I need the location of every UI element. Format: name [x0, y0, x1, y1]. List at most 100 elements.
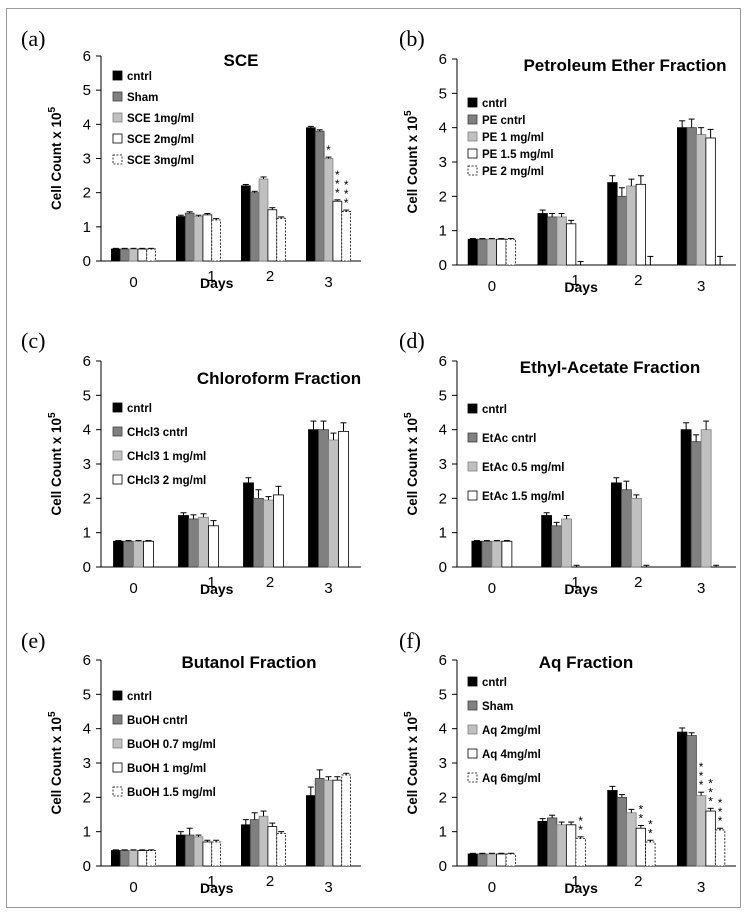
legend-swatch-c-1: [112, 426, 123, 437]
legend-label-d-0: cntrl: [482, 404, 507, 416]
legend-swatch-f-1: [467, 700, 478, 711]
bar-e-4-0: [146, 850, 156, 867]
x-axis-label-d: Days: [564, 581, 598, 597]
legend-label-f-2: Aq 2mg/ml: [482, 725, 541, 737]
y-axis-label-exponent-b: 5: [403, 110, 414, 116]
y-axis-label-exponent-e: 5: [47, 711, 58, 717]
bar-c-2-0: [133, 540, 144, 568]
significance-star-f-5: *: [718, 814, 723, 828]
x-tick-label-c-0: 0: [129, 580, 137, 597]
significance-star-a-1: *: [335, 186, 340, 200]
significance-f-1: * *: [639, 802, 644, 825]
legend-label-f-4: Aq 6mg/ml: [482, 773, 541, 785]
significance-f-2: * *: [648, 817, 653, 840]
bar-c-0-2: [243, 482, 254, 568]
legend-label-e-2: BuOH 0.7 mg/ml: [127, 739, 216, 751]
bar-c-3-0: [143, 540, 154, 568]
y-tick-label-f: 3: [439, 755, 447, 772]
bar-c-2-3: [328, 439, 339, 568]
y-axis-label-d: Cell Count x 105: [403, 412, 420, 516]
legend-label-d-1: EtAc cntrl: [482, 433, 536, 445]
bar-c-3-1: [208, 525, 219, 568]
x-tick-label-a-1: 1: [207, 268, 215, 285]
bar-e-1-3: [314, 778, 325, 867]
legend-label-b-2: PE 1 mg/ml: [482, 132, 544, 144]
significance-a-0: *: [326, 143, 331, 157]
x-tick-label-f-3: 3: [697, 879, 705, 896]
bar-a-4-2: [276, 217, 287, 262]
significance-star-f-0: *: [578, 823, 583, 837]
y-axis-label-exponent-c: 5: [47, 412, 58, 418]
bar-f-4-1: [575, 838, 586, 867]
bar-a-2-3: [323, 158, 334, 262]
significance-star-f-2: *: [648, 817, 653, 831]
legend-swatch-c-3: [112, 474, 123, 485]
bar-f-2-2: [626, 812, 637, 867]
legend-swatch-e-4: [112, 786, 123, 797]
chart-title-a: SCE: [224, 51, 259, 70]
bar-d-1-2: [620, 489, 632, 568]
chart-title-f: Aq Fraction: [539, 653, 633, 672]
legend-swatch-d-0: [467, 403, 478, 414]
legend-label-b-3: PE 1.5 mg/ml: [482, 149, 554, 161]
bar-d-0-1: [541, 515, 553, 568]
bar-e-2-3: [323, 779, 334, 867]
bar-b-3-0: [496, 238, 507, 266]
bar-b-0-1: [537, 213, 548, 266]
bar-f-1-3: [686, 735, 697, 867]
legend-label-c-1: CHcl3 cntrl: [127, 427, 188, 439]
legend-label-b-0: cntrl: [482, 98, 507, 110]
bar-c-0-0: [113, 540, 124, 568]
chart-title-c: Chloroform Fraction: [197, 369, 361, 388]
y-tick-label-c: 1: [83, 525, 91, 542]
bar-e-2-1: [193, 836, 204, 867]
y-tick-label-f: 5: [439, 686, 447, 703]
x-tick-label-f-2: 2: [634, 873, 642, 890]
x-axis-label-c: Days: [200, 581, 234, 597]
bar-a-0-2: [240, 185, 251, 262]
significance-star-f-1: *: [639, 811, 644, 825]
bar-c-2-1: [198, 516, 209, 568]
x-tick-label-e-2: 2: [266, 873, 274, 890]
bar-c-0-1: [178, 515, 189, 568]
legend-label-e-0: cntrl: [127, 691, 152, 703]
x-tick-label-d-1: 1: [571, 574, 579, 591]
significance-star-f-3: *: [699, 778, 704, 792]
legend-label-f-0: cntrl: [482, 677, 507, 689]
bar-b-1-3: [686, 127, 697, 266]
bar-d-1-3: [690, 441, 702, 568]
bar-d-2-1: [561, 518, 573, 568]
bar-e-3-2: [267, 826, 278, 867]
y-axis-label-b: Cell Count x 105: [403, 110, 420, 214]
x-axis-label-e: Days: [200, 880, 234, 896]
y-tick-label-b: 5: [439, 85, 447, 102]
bar-a-2-1: [193, 216, 204, 262]
bar-f-4-3: [714, 829, 726, 867]
bar-f-3-0: [496, 853, 507, 867]
legend-swatch-d-2: [467, 461, 478, 472]
x-axis-label-b: Days: [564, 279, 598, 295]
y-tick-label-d: 4: [439, 422, 447, 439]
legend-label-c-3: CHcl3 2 mg/ml: [127, 475, 206, 487]
bar-e-0-0: [111, 850, 121, 867]
significance-star-f-5: *: [718, 796, 723, 810]
chart-b: (b) Petroleum Ether Fraction 0 1 2 3 4 5 6 Cell C…: [399, 26, 736, 295]
bar-b-3-2: [635, 183, 647, 266]
panel-label-c: (c): [21, 328, 45, 353]
y-tick-label-e: 2: [83, 789, 91, 806]
y-tick-label-a: 6: [83, 48, 91, 65]
legend-label-d-3: EtAc 1.5 mg/ml: [482, 491, 564, 503]
bar-e-0-2: [240, 824, 251, 867]
y-tick-label-c: 0: [83, 559, 91, 576]
x-tick-label-e-3: 3: [324, 879, 332, 896]
y-axis-label-exponent-d: 5: [403, 412, 414, 418]
y-tick-label-f: 4: [439, 721, 447, 738]
legend-swatch-e-2: [112, 738, 123, 749]
chart-e: (e) Butanol Fraction 0 1 2 3 4 5 6 Cell Count x 1…: [21, 628, 361, 896]
legend-swatch-a-3: [112, 133, 123, 144]
bar-b-2-0: [486, 238, 498, 266]
y-tick-label-a: 2: [83, 185, 91, 202]
y-tick-label-c: 5: [83, 387, 91, 404]
bar-b-2-3: [695, 134, 707, 266]
